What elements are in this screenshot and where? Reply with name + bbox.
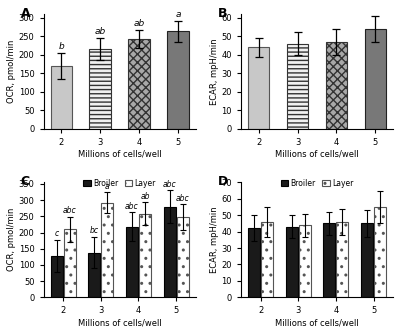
Text: C: C bbox=[21, 175, 30, 188]
Bar bbox=[323, 223, 335, 297]
Bar bbox=[286, 227, 298, 297]
Bar bbox=[336, 222, 348, 297]
Bar bbox=[374, 207, 386, 297]
Text: ab: ab bbox=[134, 19, 145, 28]
X-axis label: Millions of cells/well: Millions of cells/well bbox=[275, 150, 359, 159]
Bar bbox=[64, 229, 76, 297]
Text: a: a bbox=[105, 182, 110, 191]
Text: ab: ab bbox=[94, 27, 106, 36]
X-axis label: Millions of cells/well: Millions of cells/well bbox=[78, 318, 162, 327]
Text: bc: bc bbox=[90, 226, 99, 235]
Bar bbox=[299, 225, 311, 297]
Y-axis label: ECAR, mpH/min: ECAR, mpH/min bbox=[210, 206, 218, 273]
Text: abc: abc bbox=[176, 194, 190, 203]
Text: a: a bbox=[175, 10, 181, 19]
Bar bbox=[177, 217, 189, 297]
Bar bbox=[139, 214, 151, 297]
Y-axis label: OCR, pmol/min: OCR, pmol/min bbox=[7, 208, 16, 272]
Bar bbox=[128, 39, 150, 129]
Bar bbox=[365, 29, 386, 129]
X-axis label: Millions of cells/well: Millions of cells/well bbox=[275, 318, 359, 327]
Bar bbox=[287, 44, 308, 129]
Bar bbox=[90, 49, 111, 129]
Bar bbox=[261, 222, 273, 297]
Y-axis label: OCR, pmol/min: OCR, pmol/min bbox=[7, 40, 16, 103]
Text: A: A bbox=[21, 7, 30, 20]
Text: ab: ab bbox=[140, 192, 150, 201]
Bar bbox=[167, 31, 189, 129]
Text: c: c bbox=[54, 229, 59, 238]
Bar bbox=[50, 66, 72, 129]
Text: abc: abc bbox=[163, 180, 176, 189]
Y-axis label: ECAR, mpH/min: ECAR, mpH/min bbox=[210, 38, 218, 105]
Bar bbox=[326, 42, 347, 129]
Bar bbox=[248, 228, 260, 297]
Text: D: D bbox=[218, 175, 228, 188]
Text: B: B bbox=[218, 7, 228, 20]
Text: b: b bbox=[58, 42, 64, 51]
Bar bbox=[361, 223, 373, 297]
Bar bbox=[88, 253, 100, 297]
Text: abc: abc bbox=[63, 206, 77, 215]
Bar bbox=[248, 47, 269, 129]
X-axis label: Millions of cells/well: Millions of cells/well bbox=[78, 150, 162, 159]
Bar bbox=[50, 256, 62, 297]
Bar bbox=[101, 203, 114, 297]
Text: abc: abc bbox=[125, 201, 139, 210]
Bar bbox=[126, 227, 138, 297]
Bar bbox=[164, 207, 176, 297]
Legend: Broiler, Layer: Broiler, Layer bbox=[279, 177, 355, 189]
Legend: Broiler, Layer: Broiler, Layer bbox=[82, 177, 158, 189]
